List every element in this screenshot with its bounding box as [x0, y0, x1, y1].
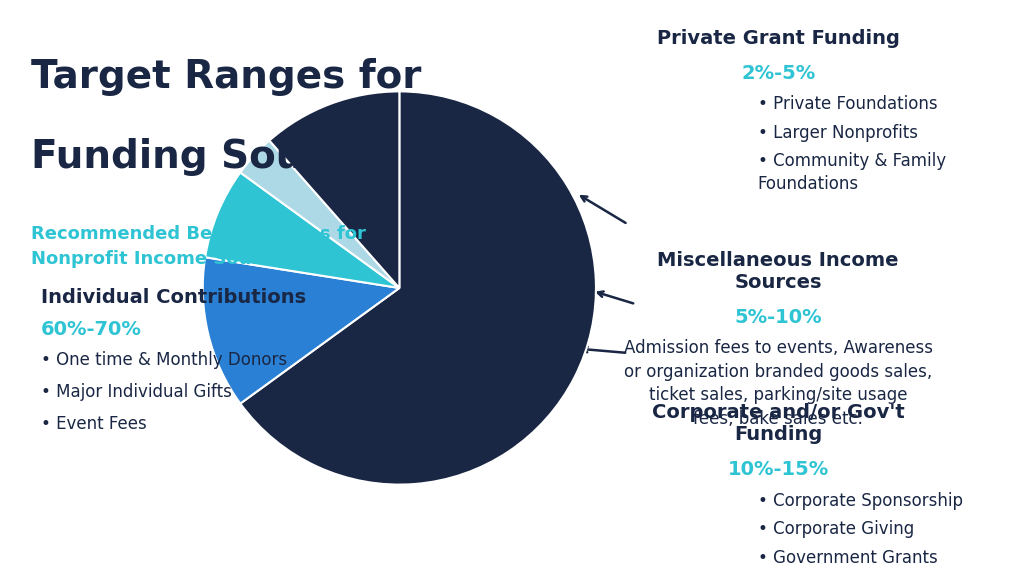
Text: Private Grant Funding: Private Grant Funding	[656, 29, 900, 48]
Wedge shape	[241, 92, 596, 484]
Text: • Community & Family
Foundations: • Community & Family Foundations	[758, 153, 946, 192]
Text: Target Ranges for: Target Ranges for	[31, 58, 421, 96]
Wedge shape	[205, 172, 399, 288]
Text: 2%-5%: 2%-5%	[741, 64, 815, 82]
Text: 10%-15%: 10%-15%	[728, 460, 828, 479]
Text: 5%-10%: 5%-10%	[734, 308, 822, 327]
Wedge shape	[269, 92, 399, 288]
Text: • Corporate Sponsorship: • Corporate Sponsorship	[758, 492, 963, 510]
Text: Recommended Best Practices for
Nonprofit Income Sources: Recommended Best Practices for Nonprofit…	[31, 225, 366, 268]
Text: • Government Grants: • Government Grants	[758, 549, 938, 567]
Text: Miscellaneous Income
Sources: Miscellaneous Income Sources	[657, 251, 899, 291]
Text: • Larger Nonprofits: • Larger Nonprofits	[758, 124, 918, 142]
Text: Funding Sources: Funding Sources	[31, 138, 394, 176]
Text: • Corporate Giving: • Corporate Giving	[758, 521, 914, 539]
Text: Corporate and/or Gov't
Funding: Corporate and/or Gov't Funding	[652, 403, 904, 444]
Text: • Private Foundations: • Private Foundations	[758, 96, 937, 113]
Wedge shape	[241, 141, 399, 288]
Text: 60%-70%: 60%-70%	[41, 320, 142, 339]
Text: • Major Individual Gifts: • Major Individual Gifts	[41, 383, 231, 401]
Text: • One time & Monthly Donors: • One time & Monthly Donors	[41, 351, 287, 369]
Wedge shape	[203, 257, 399, 404]
Text: • Event Fees: • Event Fees	[41, 415, 146, 433]
Text: Individual Contributions: Individual Contributions	[41, 288, 306, 307]
Text: Admission fees to events, Awareness
or organization branded goods sales,
ticket : Admission fees to events, Awareness or o…	[624, 339, 933, 428]
